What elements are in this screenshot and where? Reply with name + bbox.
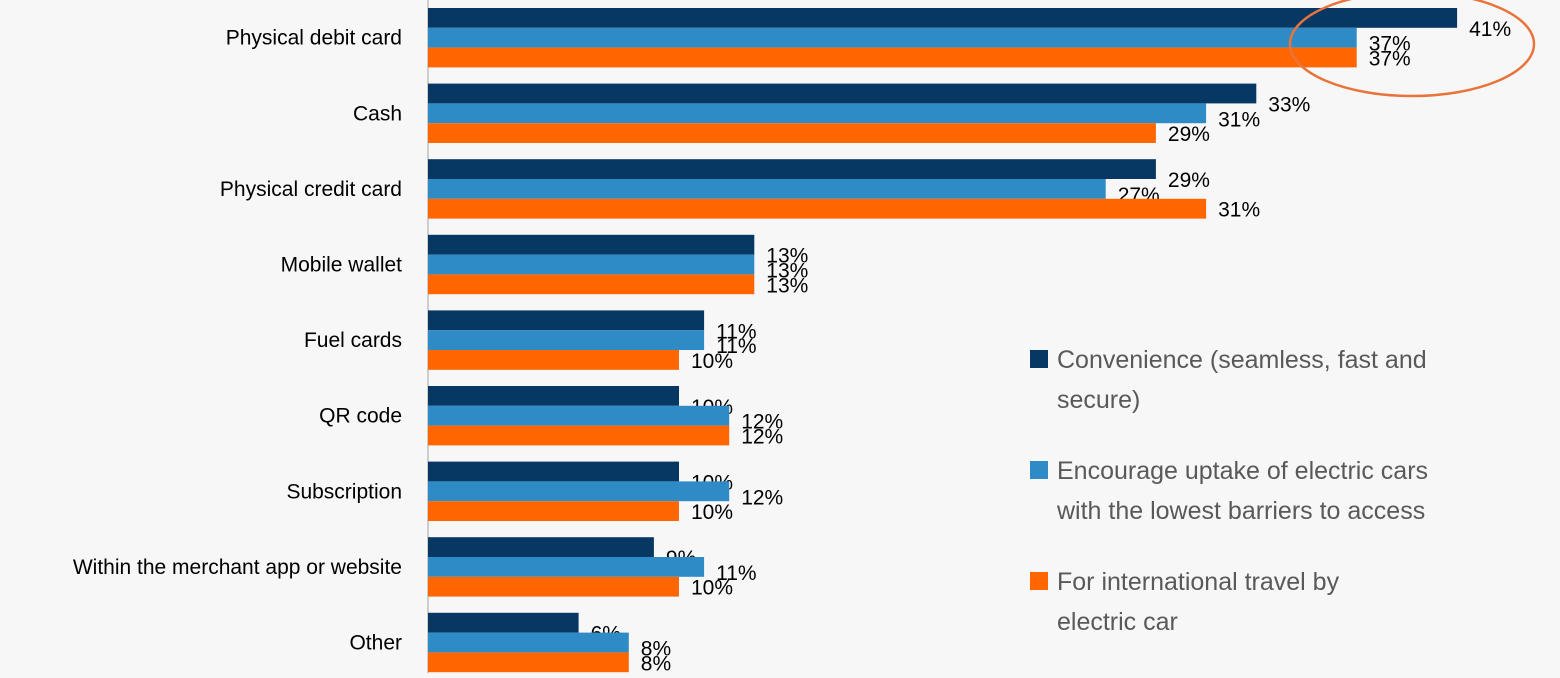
data-label-subscription-series-2: 12% [741, 486, 783, 509]
data-label-mobile-wallet-series-2: 13% [766, 260, 808, 283]
bar-other-series-1 [428, 612, 579, 633]
bar-qr-code-series-2 [428, 405, 730, 426]
category-label-physical-credit-card: Physical credit card [220, 178, 402, 201]
legend-swatch-series-2 [1030, 461, 1048, 479]
bar-fuel-cards-series-3 [428, 350, 679, 370]
data-label-cash-series-1: 33% [1268, 94, 1310, 117]
category-label-subscription: Subscription [286, 480, 402, 503]
data-label-fuel-cards-series-3: 10% [691, 350, 733, 373]
data-label-cash-series-3: 29% [1168, 123, 1210, 146]
bar-within-the-merchant-app-or-website-series-1 [428, 537, 654, 557]
bar-within-the-merchant-app-or-website-series-3 [428, 576, 679, 597]
category-label-cash: Cash [353, 102, 402, 125]
category-label-fuel-cards: Fuel cards [304, 329, 402, 352]
category-label-within-the-merchant-app-or-website: Within the merchant app or website [73, 556, 402, 579]
legend-swatch-series-3 [1030, 572, 1048, 590]
data-label-fuel-cards-series-1: 11% [716, 320, 756, 343]
category-label-other: Other [349, 632, 402, 655]
bar-fuel-cards-series-1 [428, 310, 705, 331]
bar-physical-debit-card-series-1 [428, 8, 1458, 28]
category-label-qr-code: QR code [319, 405, 402, 428]
bar-subscription-series-2 [428, 481, 730, 502]
bar-physical-credit-card-series-3 [428, 198, 1207, 219]
data-label-physical-debit-card-series-1: 41% [1469, 18, 1511, 41]
bar-mobile-wallet-series-3 [428, 274, 755, 295]
bar-mobile-wallet-series-1 [428, 234, 755, 255]
legend-label-series-1-line-1: Convenience (seamless, fast and [1057, 346, 1427, 374]
data-label-other-series-2: 8% [641, 638, 671, 661]
data-label-mobile-wallet-series-1: 13% [766, 245, 808, 268]
legend-label-series-2-line-1: Encourage uptake of electric cars [1057, 457, 1428, 485]
category-label-mobile-wallet: Mobile wallet [281, 254, 403, 277]
data-label-physical-credit-card-series-3: 31% [1218, 199, 1260, 222]
data-label-physical-debit-card-series-2: 37% [1369, 33, 1411, 56]
legend-label-series-2-line-2: with the lowest barriers to access [1056, 497, 1425, 525]
bar-mobile-wallet-series-2 [428, 254, 755, 275]
data-label-qr-code-series-3: 12% [741, 426, 783, 449]
legend-label-series-1-line-2: secure) [1057, 386, 1140, 414]
data-label-cash-series-2: 31% [1218, 108, 1260, 131]
data-label-other-series-3: 8% [641, 652, 671, 673]
data-label-subscription-series-3: 10% [691, 501, 733, 524]
bar-other-series-3 [428, 652, 629, 673]
data-label-within-the-merchant-app-or-website-series-3: 10% [691, 577, 733, 600]
bar-qr-code-series-3 [428, 425, 730, 446]
bar-other-series-2 [428, 632, 629, 653]
bar-fuel-cards-series-2 [428, 330, 705, 350]
data-label-within-the-merchant-app-or-website-series-2: 11% [716, 562, 756, 585]
highlight-ellipse-annotation [1288, 0, 1536, 98]
bar-physical-credit-card-series-2 [428, 179, 1106, 199]
data-label-qr-code-series-2: 12% [741, 411, 783, 434]
data-label-physical-credit-card-series-1: 29% [1168, 169, 1210, 192]
data-label-fuel-cards-series-2: 11% [716, 335, 756, 358]
bar-cash-series-1 [428, 83, 1257, 104]
data-label-physical-debit-card-series-3: 37% [1369, 48, 1411, 71]
bar-within-the-merchant-app-or-website-series-2 [428, 557, 705, 577]
bar-subscription-series-1 [428, 461, 679, 482]
legend-label-series-3-line-2: electric car [1057, 608, 1178, 636]
category-label-physical-debit-card: Physical debit card [226, 27, 402, 50]
data-label-mobile-wallet-series-3: 13% [766, 274, 808, 297]
bar-physical-credit-card-series-1 [428, 159, 1156, 179]
legend-label-series-3-line-1: For international travel by [1057, 568, 1340, 596]
legend-swatch-series-1 [1030, 350, 1048, 368]
bar-cash-series-2 [428, 103, 1207, 124]
bar-qr-code-series-1 [428, 386, 679, 406]
bar-subscription-series-3 [428, 501, 679, 521]
bar-cash-series-3 [428, 123, 1156, 143]
bar-physical-debit-card-series-2 [428, 27, 1357, 48]
bar-physical-debit-card-series-3 [428, 47, 1357, 68]
